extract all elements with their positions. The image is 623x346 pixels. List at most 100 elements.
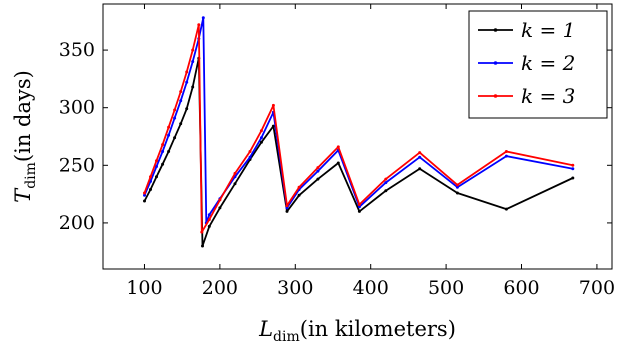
data-point — [571, 167, 575, 171]
y-tick-label: 300 — [59, 97, 95, 119]
data-point — [418, 155, 422, 159]
data-point — [259, 140, 263, 144]
data-point — [418, 151, 422, 155]
data-point — [161, 150, 165, 153]
data-point — [200, 230, 204, 234]
data-point — [248, 155, 252, 159]
data-point — [179, 99, 183, 103]
data-point — [285, 209, 289, 213]
legend-box — [468, 10, 608, 119]
data-point — [201, 244, 204, 248]
data-point — [185, 80, 189, 84]
data-point — [316, 169, 320, 173]
x-tick-label: 100 — [126, 277, 162, 299]
data-point — [297, 193, 301, 197]
x-tick-label: 500 — [428, 277, 464, 299]
data-point — [455, 191, 459, 195]
y-tick-label: 350 — [59, 39, 95, 61]
data-point — [455, 185, 459, 189]
x-tick-label: 600 — [503, 277, 539, 299]
data-point — [285, 206, 289, 210]
data-point — [167, 125, 171, 129]
data-point — [218, 206, 222, 210]
data-point — [357, 203, 361, 206]
legend-entry-label: k = 3 — [521, 84, 575, 108]
data-point — [271, 124, 275, 128]
data-point — [197, 23, 201, 27]
data-point — [455, 183, 459, 187]
x-axis-label: Ldim(in kilometers) — [258, 317, 456, 345]
data-point — [191, 48, 195, 52]
axis-labels: Ldim(in kilometers) Tdim(in days) — [11, 70, 456, 345]
data-point — [384, 189, 388, 193]
data-point — [173, 116, 177, 120]
data-point — [207, 218, 211, 221]
data-point — [571, 163, 575, 167]
data-point — [155, 165, 158, 168]
data-point — [185, 107, 189, 111]
data-point — [271, 103, 275, 107]
x-tick-label: 700 — [579, 277, 615, 299]
data-point — [418, 167, 422, 171]
data-point — [179, 90, 183, 94]
axes — [102, 3, 613, 270]
data-point — [155, 159, 158, 163]
legend-marker — [493, 61, 498, 65]
data-point — [201, 16, 205, 20]
data-point — [161, 162, 165, 166]
data-point — [207, 224, 211, 228]
data-point — [233, 171, 237, 175]
y-axis-label: Tdim(in days) — [11, 70, 39, 203]
data-point — [155, 175, 158, 179]
data-point — [173, 108, 177, 112]
data-point — [336, 145, 340, 149]
data-point — [233, 182, 237, 186]
data-point — [316, 177, 320, 181]
data-point — [173, 136, 177, 140]
data-point — [149, 175, 152, 179]
data-point — [167, 150, 171, 153]
data-point — [259, 136, 263, 140]
y-tick-label: 250 — [59, 154, 95, 176]
data-point — [504, 207, 508, 211]
plot-area — [143, 16, 575, 248]
x-tick-label: 300 — [277, 277, 313, 299]
legend-entry-label: k = 2 — [521, 51, 575, 75]
data-point — [384, 177, 388, 181]
legend: k = 1 k = 2 k = 3 — [468, 10, 608, 119]
legend-marker — [493, 94, 498, 98]
data-point — [207, 213, 211, 217]
data-point — [504, 150, 508, 153]
data-point — [259, 129, 263, 133]
data-point — [161, 143, 165, 147]
data-point — [179, 122, 183, 126]
data-point — [167, 133, 171, 137]
data-point — [357, 205, 361, 209]
data-point — [143, 199, 146, 203]
y-tick-label: 200 — [59, 212, 95, 234]
data-point — [149, 188, 152, 191]
data-point — [357, 209, 361, 213]
data-point — [336, 161, 340, 165]
data-point — [191, 60, 195, 64]
x-tick-label: 400 — [353, 277, 389, 299]
legend-marker — [493, 28, 498, 32]
data-point — [185, 70, 189, 74]
legend-entry-label: k = 1 — [521, 18, 575, 42]
data-point — [143, 193, 146, 197]
data-point — [316, 166, 320, 170]
ticks: 100 200 300 400 500 600 700 200 250 300 350 — [59, 4, 615, 299]
data-point — [384, 181, 388, 185]
x-tick-label: 200 — [202, 277, 238, 299]
data-point — [571, 176, 575, 180]
data-point — [297, 185, 301, 189]
data-point — [143, 191, 146, 195]
plot-frame — [102, 3, 613, 270]
data-point — [218, 198, 222, 202]
data-point — [285, 204, 289, 208]
data-point — [191, 85, 195, 89]
data-point — [504, 154, 508, 158]
data-point — [248, 150, 252, 153]
